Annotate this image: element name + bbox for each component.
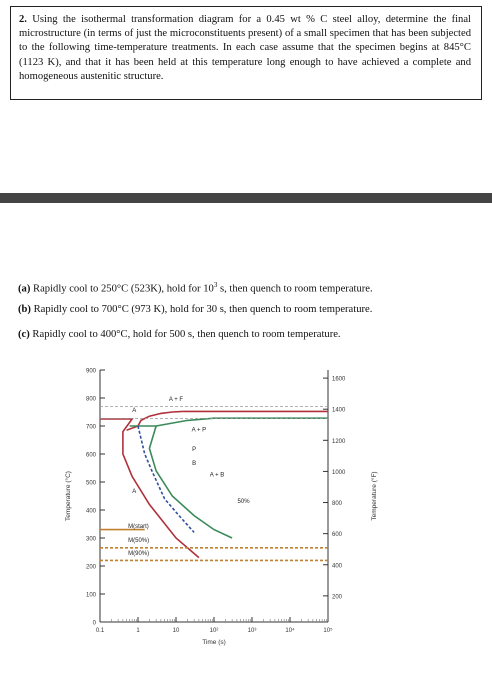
y-tick-label-right: 1600 [332,377,346,383]
x-tick-label: 10⁴ [285,627,295,634]
x-tick-label: 0.1 [96,628,105,634]
part-a-text: Rapidly cool to 250°C (523K), hold for 1… [33,283,214,295]
chart-annotation: 50% [238,499,251,505]
part-c: (c) Rapidly cool to 400°C, hold for 500 … [18,328,341,342]
x-tick-label: 10⁵ [323,627,333,634]
series-line [100,418,200,559]
y-tick-label: 800 [86,397,97,403]
part-b: (b) Rapidly cool to 700°C (973 K), hold … [18,303,372,317]
chart-annotation: A + B [210,472,225,478]
y-tick-label: 900 [86,369,97,375]
part-b-label: (b) [18,304,31,315]
series-line [126,410,183,431]
part-b-text: Rapidly cool to 700°C (973 K), hold for … [33,304,373,315]
question-number: 2. [19,14,27,25]
chart-svg: 0 100 200 300 400 500 600 700 800 900 200 400 600 800… [64,369,378,647]
y-tick-label-right: 1400 [332,408,346,414]
y-tick-label: 700 [86,425,97,431]
part-a-text-post: s, then quench to room temperature. [217,283,373,295]
y-tick-label: 300 [86,537,97,543]
part-a-label: (a) [18,283,31,295]
question-box: 2. Using the isothermal transformation d… [10,6,482,100]
question-body: Using the isothermal transformation diag… [19,14,471,82]
series-line [129,425,233,539]
x-tick-label: 1 [136,628,140,634]
y-tick-label: 0 [93,621,97,627]
chart-annotation: A [132,489,136,495]
chart-annotation: M(50%) [128,538,149,544]
y-tick-label-right: 200 [332,594,343,600]
question-text: 2. Using the isothermal transformation d… [19,13,471,84]
divider-band [0,193,492,203]
part-a: (a) Rapidly cool to 250°C (523K), hold f… [18,278,373,297]
chart-annotation: A + P [192,428,207,434]
chart-annotation: M(90%) [128,551,149,557]
y-tick-label: 600 [86,453,97,459]
y-tick-label-right: 800 [332,501,343,507]
series-line [155,417,328,427]
y-axis-label-right: Temperature (°F) [370,471,378,520]
chart-annotation: B [192,461,196,467]
part-c-label: (c) [18,329,30,340]
chart-annotation: M(start) [128,524,149,530]
chart-annotation: A + F [169,397,184,403]
chart-annotation: A [132,408,136,414]
y-axis-label: Temperature (°C) [64,471,72,521]
y-tick-label-right: 400 [332,563,343,569]
y-tick-label-right: 600 [332,532,343,538]
x-tick-label: 10 [173,628,180,634]
chart-annotation: P [192,447,196,453]
part-a-sup: 3 [213,281,218,289]
isothermal-diagram: 0 100 200 300 400 500 600 700 800 900 200 400 600 800… [58,360,388,660]
y-tick-label: 100 [86,593,97,599]
y-tick-label: 400 [86,509,97,515]
y-tick-label: 500 [86,481,97,487]
y-tick-label-right: 1000 [332,470,346,476]
x-tick-label: 10² [210,628,219,634]
x-axis-label: Time (s) [202,639,226,646]
y-tick-label-right: 1200 [332,439,346,445]
x-tick-label: 10³ [248,628,257,634]
y-tick-label: 200 [86,565,97,571]
part-c-text: Rapidly cool to 400°C, hold for 500 s, t… [32,329,341,340]
series-line [137,425,195,533]
